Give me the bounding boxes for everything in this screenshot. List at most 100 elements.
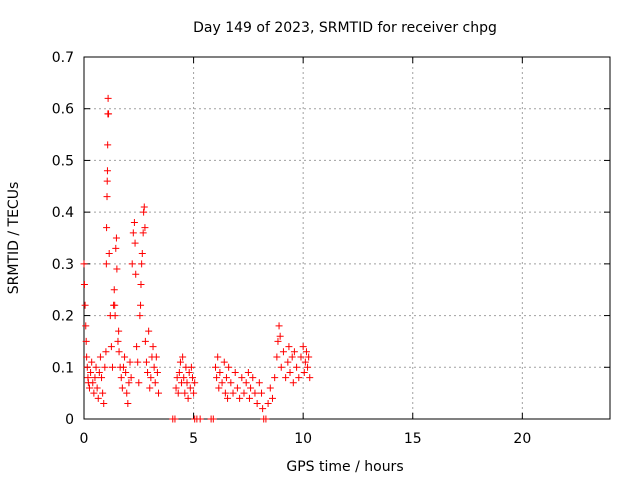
y-tick-label: 0.2	[52, 309, 74, 325]
data-point	[110, 286, 118, 294]
data-point	[255, 379, 263, 387]
data-point	[301, 358, 309, 366]
data-point	[104, 94, 112, 102]
data-point	[304, 363, 312, 371]
data-point	[87, 368, 95, 376]
data-point	[190, 389, 198, 397]
data-point	[196, 415, 204, 423]
data-point	[140, 203, 148, 211]
y-tick-label: 0.5	[52, 153, 74, 169]
data-point	[83, 363, 91, 371]
y-tick-label: 0.7	[52, 50, 74, 66]
data-point	[227, 379, 235, 387]
data-point	[99, 389, 107, 397]
data-point	[144, 368, 152, 376]
data-point	[258, 389, 266, 397]
data-point	[174, 389, 182, 397]
data-point	[145, 327, 153, 335]
chart-title: Day 149 of 2023, SRMTID for receiver chp…	[193, 20, 497, 36]
data-point	[147, 374, 155, 382]
data-point	[140, 208, 148, 216]
data-point	[264, 399, 272, 407]
data-point	[103, 193, 111, 201]
data-point	[151, 379, 159, 387]
data-point	[132, 270, 140, 278]
data-point	[126, 358, 134, 366]
data-point	[88, 358, 96, 366]
data-point	[93, 384, 101, 392]
data-point	[103, 167, 111, 175]
data-point	[290, 348, 298, 356]
data-point	[104, 141, 112, 149]
x-tick-label: 0	[80, 431, 89, 447]
data-point	[293, 363, 301, 371]
data-point	[236, 394, 244, 402]
data-point	[137, 301, 145, 309]
data-point	[268, 394, 276, 402]
y-tick-label: 0.4	[52, 205, 74, 221]
data-point	[146, 384, 154, 392]
data-point	[171, 415, 179, 423]
data-point	[229, 389, 237, 397]
data-point	[188, 374, 196, 382]
data-point	[100, 399, 108, 407]
data-point	[242, 379, 250, 387]
data-point	[90, 389, 98, 397]
grid-lines	[84, 57, 610, 419]
data-point	[85, 384, 93, 392]
data-point	[214, 353, 222, 361]
data-point	[181, 389, 189, 397]
data-point	[135, 379, 143, 387]
data-point	[118, 384, 126, 392]
data-point	[300, 368, 308, 376]
data-point	[141, 337, 149, 345]
data-point	[95, 368, 103, 376]
data-point	[175, 368, 183, 376]
data-point	[221, 389, 229, 397]
data-point	[215, 384, 223, 392]
data-point	[285, 343, 293, 351]
data-point	[262, 415, 270, 423]
data-point	[114, 337, 122, 345]
data-point	[123, 389, 131, 397]
x-tick-label: 5	[189, 431, 198, 447]
data-point	[115, 327, 123, 335]
data-point	[107, 343, 115, 351]
data-point	[139, 229, 147, 237]
data-point	[191, 379, 199, 387]
data-point	[244, 368, 252, 376]
data-point	[91, 374, 99, 382]
y-tick-label: 0.6	[52, 102, 74, 118]
data-point	[289, 379, 297, 387]
data-point	[279, 348, 287, 356]
data-point	[113, 265, 121, 273]
data-point	[245, 394, 253, 402]
data-point	[127, 374, 135, 382]
data-point	[274, 337, 282, 345]
x-tick-label: 10	[294, 431, 312, 447]
data-point	[81, 301, 89, 309]
data-point	[102, 260, 110, 268]
data-point	[222, 374, 230, 382]
data-point	[82, 337, 90, 345]
data-point	[238, 374, 246, 382]
data-point	[105, 250, 113, 258]
data-point	[134, 358, 142, 366]
data-point	[305, 353, 313, 361]
data-point	[282, 374, 290, 382]
data-point	[225, 363, 233, 371]
data-point	[183, 379, 191, 387]
data-point	[284, 358, 292, 366]
data-point	[186, 384, 194, 392]
data-point	[224, 394, 232, 402]
data-point	[138, 250, 146, 258]
data-point	[288, 353, 296, 361]
data-point	[152, 353, 160, 361]
data-point	[180, 374, 188, 382]
x-tick-label: 20	[513, 431, 531, 447]
data-point	[247, 384, 255, 392]
data-point	[176, 358, 184, 366]
data-point	[112, 234, 120, 242]
data-point	[89, 379, 97, 387]
data-point	[259, 405, 267, 413]
